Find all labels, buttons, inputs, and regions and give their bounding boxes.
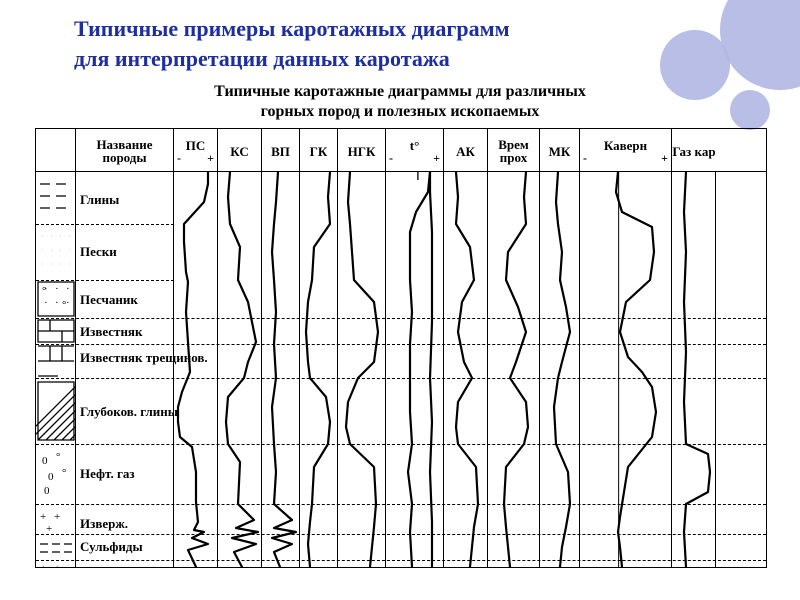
svg-text:°: °: [62, 299, 66, 311]
row-boundary: [36, 534, 766, 535]
track-gaz: [672, 172, 716, 567]
rock-label: Сульфиды: [80, 539, 143, 555]
svg-text:+: +: [54, 511, 60, 523]
track-mk: [540, 172, 580, 567]
track-ak: [444, 172, 488, 567]
header-kavern: Каверн-+: [580, 129, 672, 171]
curve-gk: [300, 172, 338, 567]
header-label-mk: МК: [549, 145, 571, 158]
header-ks: КС: [218, 129, 262, 171]
row-boundary: [36, 560, 766, 561]
header-name: Название породы: [76, 129, 174, 171]
svg-text:+: +: [40, 563, 46, 567]
svg-text:0: 0: [42, 455, 48, 467]
header-label-ks: КС: [230, 145, 249, 158]
header-ps: ПС-+: [174, 129, 218, 171]
header-label-ngk: НГК: [348, 145, 376, 158]
body-row: ······°°0°0°0+++++ГлиныПескиПесчаникИзве…: [36, 172, 766, 567]
header-label-ak: АК: [456, 145, 475, 158]
figure-title-l2: горных пород и полезных ископаемых: [261, 103, 540, 120]
curve-gaz: [672, 172, 716, 567]
track-kavern: [580, 172, 672, 567]
header-label-name: Название породы: [76, 138, 173, 164]
header-ngk: НГК: [338, 129, 386, 171]
svg-text:+: +: [40, 511, 46, 523]
title-line2: для интерпретации данных каротажа: [74, 46, 450, 71]
polarity-t: -+: [386, 152, 443, 164]
rock-label: Известняк: [80, 324, 142, 340]
header-ak: АК: [444, 129, 488, 171]
svg-text:0: 0: [44, 485, 50, 497]
header-vrem: Врем прох: [488, 129, 540, 171]
svg-text:°: °: [56, 451, 60, 463]
svg-text:°: °: [62, 467, 66, 479]
header-label-kavern: Каверн: [604, 139, 647, 152]
svg-text:0: 0: [48, 471, 54, 483]
rock-label: Глины: [80, 192, 119, 208]
track-gk: [300, 172, 338, 567]
rock-label: Песчаник: [80, 292, 138, 308]
track-vrem: [488, 172, 540, 567]
rock-label: Изверж.: [80, 516, 128, 532]
header-label-vrem: Врем прох: [488, 138, 539, 164]
header-gk: ГК: [300, 129, 338, 171]
curve-mk: [540, 172, 580, 567]
header-lith: [36, 129, 76, 171]
row-boundary: [36, 344, 766, 345]
slide-title: Типичные примеры каротажных диаграмм для…: [74, 14, 694, 73]
track-ngk: [338, 172, 386, 567]
header-row: Название породыПС-+КСВПГКНГКt°-+АКВрем п…: [36, 129, 766, 172]
slide-root: Типичные примеры каротажных диаграмм для…: [0, 0, 800, 600]
svg-text:·: ·: [55, 283, 59, 295]
header-vp: ВП: [262, 129, 300, 171]
polarity-ps: -+: [174, 152, 217, 164]
row-boundary: [36, 504, 766, 505]
svg-text:·: ·: [55, 297, 59, 309]
rock-label: Пески: [80, 244, 117, 260]
header-label-t: t°: [410, 139, 420, 152]
svg-text:·: ·: [66, 283, 70, 295]
row-boundary: [36, 378, 766, 379]
row-boundary: [36, 224, 174, 225]
svg-text:·: ·: [44, 297, 48, 309]
polarity-kavern: -+: [580, 152, 671, 164]
rock-label: Глубоков. глины: [80, 404, 178, 420]
baseline-t: [386, 172, 444, 567]
figure-title: Типичные каротажные диаграммы для различ…: [35, 82, 765, 122]
svg-text:·: ·: [66, 297, 70, 309]
lithology-glyphs: ······°°0°0°0+++++: [36, 172, 76, 567]
curve-ngk: [338, 172, 386, 567]
svg-text:+: +: [54, 563, 60, 567]
curve-ak: [444, 172, 488, 567]
header-label-vp: ВП: [271, 145, 290, 158]
figure: Типичные каротажные диаграммы для различ…: [35, 82, 765, 568]
header-mk: МК: [540, 129, 580, 171]
rock-label: Нефт. газ: [80, 466, 135, 482]
decoration-circle: [720, 0, 800, 90]
row-boundary: [36, 444, 766, 445]
curve-ks: [218, 172, 262, 567]
row-boundary: [36, 280, 174, 281]
header-t: t°-+: [386, 129, 444, 171]
title-line1: Типичные примеры каротажных диаграмм: [74, 16, 510, 41]
header-label-ps: ПС: [186, 139, 206, 152]
track-name: ГлиныПескиПесчаникИзвестнякИзвестняк тре…: [76, 172, 174, 567]
track-ks: [218, 172, 262, 567]
log-chart: Название породыПС-+КСВПГКНГКt°-+АКВрем п…: [35, 128, 767, 568]
header-label-gk: ГК: [310, 145, 328, 158]
track-ps: [174, 172, 218, 567]
curve-kavern: [580, 172, 672, 567]
header-gaz: Газ кар: [672, 129, 716, 171]
figure-title-l1: Типичные каротажные диаграммы для различ…: [214, 83, 586, 100]
curve-vp: [262, 172, 300, 567]
header-label-gaz: Газ кар: [672, 145, 715, 158]
row-boundary: [36, 318, 766, 319]
track-t: [386, 172, 444, 567]
track-lith: ······°°0°0°0+++++: [36, 172, 76, 567]
curve-ps: [174, 172, 218, 567]
track-vp: [262, 172, 300, 567]
svg-text:°: °: [42, 285, 46, 297]
curve-vrem: [488, 172, 540, 567]
